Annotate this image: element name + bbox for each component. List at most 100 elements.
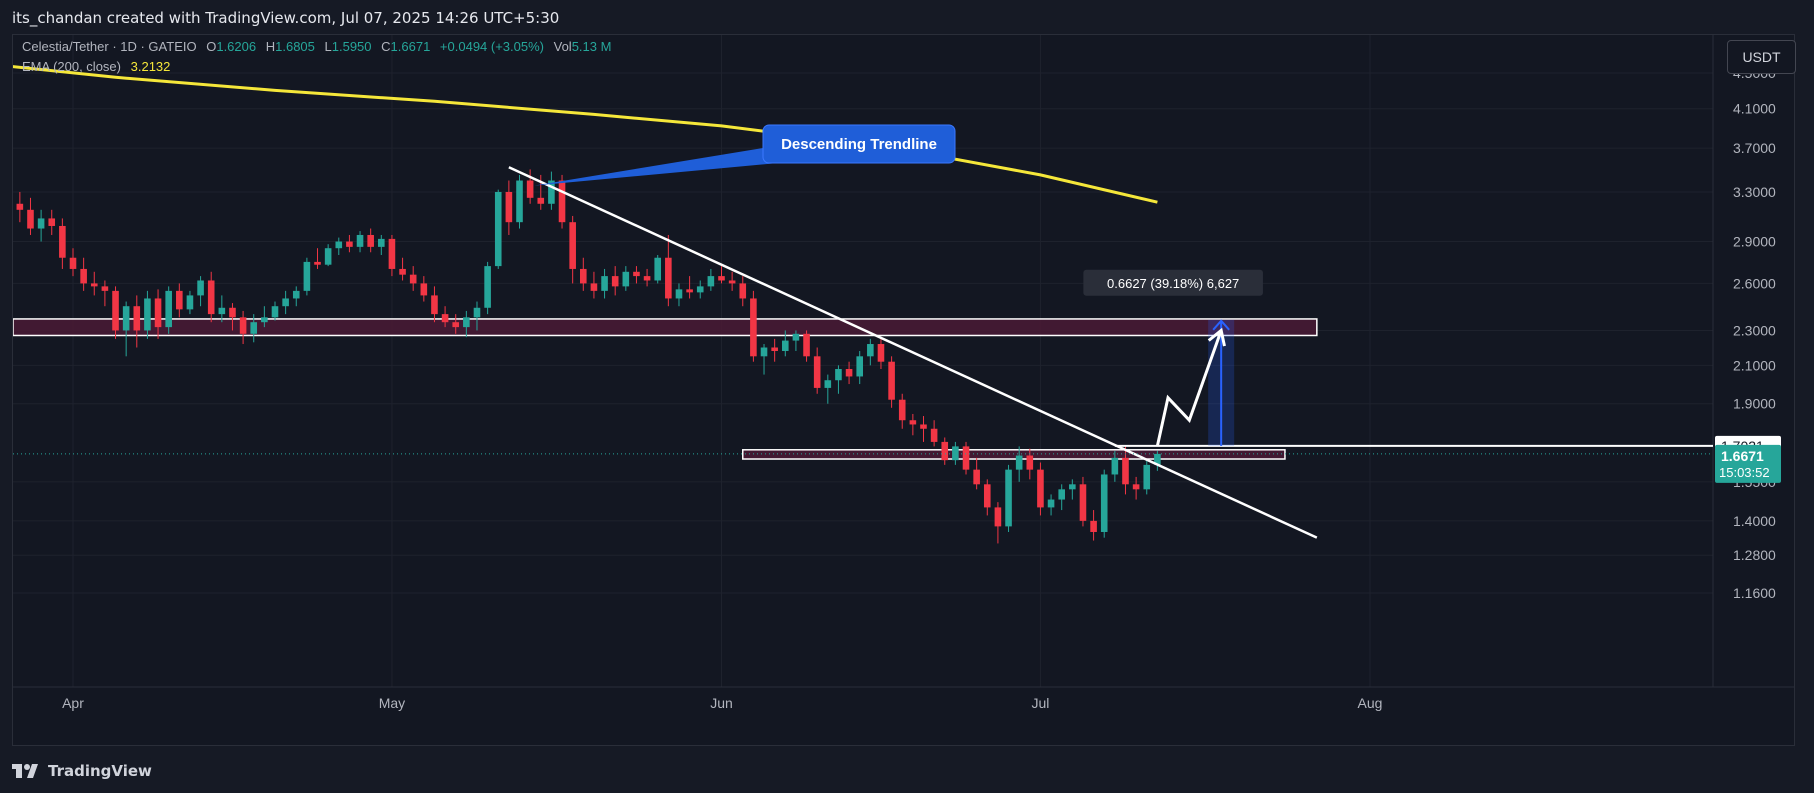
currency-button[interactable]: USDT <box>1727 40 1796 74</box>
candle-body[interactable] <box>569 222 576 269</box>
candle-body[interactable] <box>1026 455 1034 470</box>
candle-body[interactable] <box>90 283 98 287</box>
candle-body[interactable] <box>665 257 672 299</box>
candle-body[interactable] <box>16 203 24 210</box>
candle-body[interactable] <box>37 218 45 229</box>
candle-body[interactable] <box>813 356 821 388</box>
candle-body[interactable] <box>1015 455 1023 470</box>
candle-body[interactable] <box>314 261 321 265</box>
projection-path[interactable] <box>1155 329 1223 447</box>
candle-body[interactable] <box>781 340 789 351</box>
candle-body[interactable] <box>601 276 608 291</box>
candle-body[interactable] <box>516 180 523 223</box>
candle-body[interactable] <box>303 261 311 291</box>
candle-body[interactable] <box>176 290 183 310</box>
candle-body[interactable] <box>558 180 566 223</box>
resistance-zone[interactable] <box>13 318 1318 337</box>
candle-body[interactable] <box>186 295 194 310</box>
candle-body[interactable] <box>728 280 736 284</box>
candle-body[interactable] <box>378 238 385 247</box>
candle-body[interactable] <box>367 234 374 247</box>
candle-body[interactable] <box>409 274 417 284</box>
candle-body[interactable] <box>69 257 77 269</box>
candle-body[interactable] <box>261 317 268 323</box>
candle-body[interactable] <box>122 306 130 331</box>
candle-body[interactable] <box>473 307 481 318</box>
candle-body[interactable] <box>739 283 747 299</box>
candle-body[interactable] <box>888 361 895 400</box>
candle-body[interactable] <box>962 446 970 470</box>
descending-trendline[interactable] <box>508 166 1318 539</box>
candle-body[interactable] <box>718 276 725 281</box>
candle-body[interactable] <box>952 446 959 461</box>
candle-body[interactable] <box>1154 453 1161 465</box>
candle-body[interactable] <box>537 197 545 204</box>
candle-body[interactable] <box>750 298 757 357</box>
candle-body[interactable] <box>292 290 300 299</box>
candle-body[interactable] <box>1111 457 1119 475</box>
candle-body[interactable] <box>898 399 906 421</box>
candle-body[interactable] <box>622 271 630 287</box>
candle-body[interactable] <box>282 298 289 307</box>
candle-body[interactable] <box>824 380 832 388</box>
candle-body[interactable] <box>548 180 555 204</box>
callout-box[interactable] <box>762 124 956 164</box>
candle-body[interactable] <box>144 298 151 331</box>
candle-body[interactable] <box>80 268 87 284</box>
candle-body[interactable] <box>494 191 502 267</box>
candle-body[interactable] <box>1132 484 1140 490</box>
candle-body[interactable] <box>346 241 353 247</box>
candle-body[interactable] <box>590 283 598 291</box>
symbol-name[interactable]: Celestia/Tether · 1D · GATEIO <box>22 39 197 54</box>
candle-body[interactable] <box>526 180 534 198</box>
candle-body[interactable] <box>1047 499 1055 508</box>
candle-body[interactable] <box>133 306 141 331</box>
candle-body[interactable] <box>59 225 66 258</box>
candle-body[interactable] <box>48 218 56 226</box>
candle-body[interactable] <box>835 369 842 381</box>
candle-body[interactable] <box>1090 520 1097 532</box>
candle-body[interactable] <box>1058 489 1065 500</box>
ema-legend[interactable]: EMA (200, close) 3.2132 <box>22 59 170 74</box>
candle-body[interactable] <box>579 268 587 284</box>
candle-body[interactable] <box>452 322 460 328</box>
candle-body[interactable] <box>324 248 332 265</box>
candle-body[interactable] <box>771 347 778 351</box>
candle-body[interactable] <box>707 276 715 287</box>
tradingview-logo[interactable]: TradingView <box>12 762 152 780</box>
candle-body[interactable] <box>845 369 853 377</box>
candle-body[interactable] <box>973 469 980 485</box>
candle-body[interactable] <box>250 322 258 334</box>
candle-body[interactable] <box>643 276 651 281</box>
candle-body[interactable] <box>335 241 343 249</box>
candle-body[interactable] <box>1100 474 1108 532</box>
candle-body[interactable] <box>431 295 438 315</box>
candle-body[interactable] <box>675 289 683 299</box>
candle-body[interactable] <box>197 280 204 296</box>
candle-body[interactable] <box>388 238 396 269</box>
candle-body[interactable] <box>484 266 491 308</box>
candle-body[interactable] <box>399 268 406 275</box>
candle-body[interactable] <box>941 441 949 461</box>
candle-body[interactable] <box>27 209 34 229</box>
candle-body[interactable] <box>463 317 470 328</box>
candle-body[interactable] <box>930 428 938 442</box>
candle-body[interactable] <box>112 290 119 331</box>
candle-body[interactable] <box>1005 469 1012 527</box>
candle-body[interactable] <box>1069 484 1076 490</box>
candle-body[interactable] <box>1079 484 1087 521</box>
candle-body[interactable] <box>803 333 810 357</box>
price-chart[interactable]: 0.6627 (39.18%) 6,627 Descending Trendlin… <box>13 35 1794 745</box>
candle-body[interactable] <box>356 234 364 247</box>
candle-body[interactable] <box>994 507 1002 527</box>
candle-body[interactable] <box>856 356 864 377</box>
candle-body[interactable] <box>633 271 640 277</box>
candle-body[interactable] <box>229 307 236 318</box>
chart-panel[interactable]: 0.6627 (39.18%) 6,627 Descending Trendlin… <box>12 34 1795 746</box>
candle-body[interactable] <box>1143 464 1151 490</box>
candle-body[interactable] <box>165 290 172 328</box>
candle-body[interactable] <box>654 257 662 281</box>
candle-body[interactable] <box>696 286 704 293</box>
candle-body[interactable] <box>867 344 874 357</box>
candle-body[interactable] <box>983 484 991 508</box>
